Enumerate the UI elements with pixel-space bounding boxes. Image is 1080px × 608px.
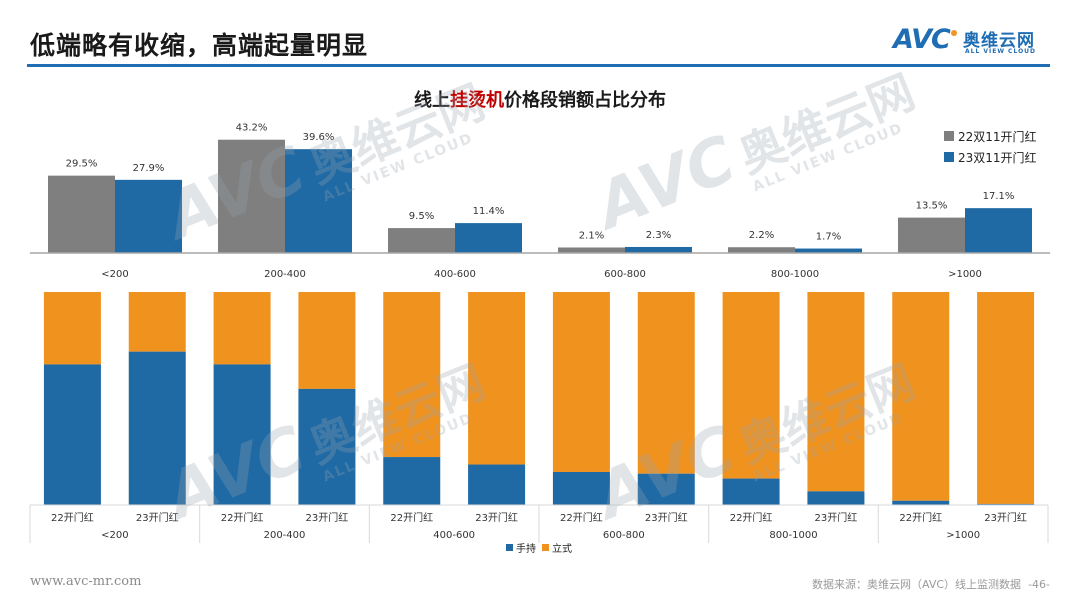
x-subcategory-label: 23开门红 xyxy=(815,511,858,524)
x-tick-label: 200-400 xyxy=(264,269,306,280)
stack-segment-handheld xyxy=(43,364,101,505)
x-subcategory-label: 22开门红 xyxy=(730,511,773,524)
x-subcategory-label: 23开门红 xyxy=(136,511,179,524)
bar-23 xyxy=(115,179,182,253)
stack-segment-standing xyxy=(298,292,356,389)
data-label: 13.5% xyxy=(916,201,948,212)
stack-segment-standing xyxy=(807,292,865,492)
bar-22 xyxy=(728,247,795,253)
data-label: 1.7% xyxy=(816,232,841,243)
page-title: 低端略有收缩，高端起量明显 xyxy=(30,31,369,60)
stack-segment-handheld xyxy=(637,473,695,505)
chart-title-suffix: 价格段销额占比分布 xyxy=(504,90,666,111)
legend-swatch xyxy=(542,544,549,551)
stack-segment-standing xyxy=(213,292,271,365)
data-label: 27.9% xyxy=(133,163,165,174)
logo-dot-icon xyxy=(951,30,957,36)
footer-url: www.avc-mr.com xyxy=(30,574,142,589)
bar-22 xyxy=(898,217,965,253)
chart-title: 线上挂烫机价格段销额占比分布 xyxy=(0,86,1080,112)
data-label: 11.4% xyxy=(473,206,505,217)
bar-22 xyxy=(388,228,455,253)
data-label: 2.1% xyxy=(579,230,604,241)
bar-22 xyxy=(48,175,115,253)
x-group-label: >1000 xyxy=(946,530,980,541)
x-subcategory-label: 22开门红 xyxy=(221,511,264,524)
x-tick-label: >1000 xyxy=(948,269,982,280)
x-subcategory-label: 23开门红 xyxy=(475,511,518,524)
bar-23 xyxy=(455,223,522,253)
legend-label: 23双11开门红 xyxy=(958,150,1037,165)
stack-segment-standing xyxy=(383,292,441,458)
x-tick-label: 800-1000 xyxy=(771,269,819,280)
data-label: 9.5% xyxy=(409,211,434,222)
title-divider xyxy=(27,64,1050,67)
stack-segment-standing xyxy=(892,292,950,501)
x-subcategory-label: 23开门红 xyxy=(306,511,349,524)
bar-23 xyxy=(285,149,352,253)
legend-swatch xyxy=(944,131,954,141)
stack-segment-handheld xyxy=(552,471,610,505)
logo-en: ALL VIEW CLOUD xyxy=(965,48,1037,55)
bar-22 xyxy=(558,247,625,253)
data-label: 29.5% xyxy=(66,159,98,170)
stack-segment-standing xyxy=(977,292,1035,504)
stack-segment-handheld xyxy=(468,464,526,505)
bar-23 xyxy=(965,208,1032,253)
stack-segment-handheld xyxy=(213,364,271,505)
x-group-label: 200-400 xyxy=(264,530,306,541)
legend-swatch xyxy=(944,152,954,162)
data-label: 39.6% xyxy=(303,132,335,143)
x-tick-label: <200 xyxy=(101,269,128,280)
page-number: -46- xyxy=(1028,578,1050,591)
logo-cn: 奥维云网 xyxy=(963,31,1035,51)
x-subcategory-label: 23开门红 xyxy=(984,511,1027,524)
avc-logo: AVC 奥维云网 ALL VIEW CLOUD xyxy=(893,24,1053,60)
x-subcategory-label: 22开门红 xyxy=(51,511,94,524)
data-label: 43.2% xyxy=(236,123,268,134)
stack-segment-handheld xyxy=(383,457,441,505)
stack-segment-standing xyxy=(722,292,780,479)
legend-label: 手持 xyxy=(516,542,536,555)
legend-label: 22双11开门红 xyxy=(958,129,1037,144)
stack-segment-handheld xyxy=(722,478,780,505)
stack-segment-standing xyxy=(128,292,186,352)
x-tick-label: 600-800 xyxy=(604,269,646,280)
logo-mark: AVC xyxy=(893,24,951,55)
x-subcategory-label: 22开门红 xyxy=(899,511,942,524)
legend-swatch xyxy=(506,544,513,551)
bar-23 xyxy=(795,248,862,253)
stack-segment-standing xyxy=(43,292,101,365)
stack-segment-standing xyxy=(468,292,526,465)
stack-segment-handheld xyxy=(128,351,186,505)
stack-segment-handheld xyxy=(977,503,1035,505)
x-subcategory-label: 22开门红 xyxy=(560,511,603,524)
x-tick-label: 400-600 xyxy=(434,269,476,280)
chart-title-highlight: 挂烫机 xyxy=(450,90,504,111)
source-text: 数据来源：奥维云网（AVC）线上监测数据 xyxy=(812,578,1022,591)
data-label: 17.1% xyxy=(983,191,1015,202)
x-subcategory-label: 22开门红 xyxy=(390,511,433,524)
stack-segment-standing xyxy=(637,292,695,474)
stack-segment-handheld xyxy=(892,500,950,505)
legend-label: 立式 xyxy=(552,542,572,555)
data-label: 2.2% xyxy=(749,230,774,241)
x-group-label: 600-800 xyxy=(603,530,645,541)
x-group-label: <200 xyxy=(101,530,128,541)
stack-segment-standing xyxy=(552,292,610,472)
x-group-label: 800-1000 xyxy=(769,530,817,541)
stack-segment-handheld xyxy=(298,388,356,505)
footer-source: 数据来源：奥维云网（AVC）线上监测数据 -46- xyxy=(812,576,1050,592)
price-band-share-chart: 29.5% 27.9% <200 43.2% 39.6% 200-400 9.5% 11.4%… xyxy=(30,123,1050,280)
data-label: 2.3% xyxy=(646,230,671,241)
stack-segment-handheld xyxy=(807,491,865,505)
bar-23 xyxy=(625,246,692,253)
x-group-label: 400-600 xyxy=(433,530,475,541)
x-subcategory-label: 23开门红 xyxy=(645,511,688,524)
chart-title-prefix: 线上 xyxy=(414,90,450,111)
bar-22 xyxy=(218,139,285,253)
